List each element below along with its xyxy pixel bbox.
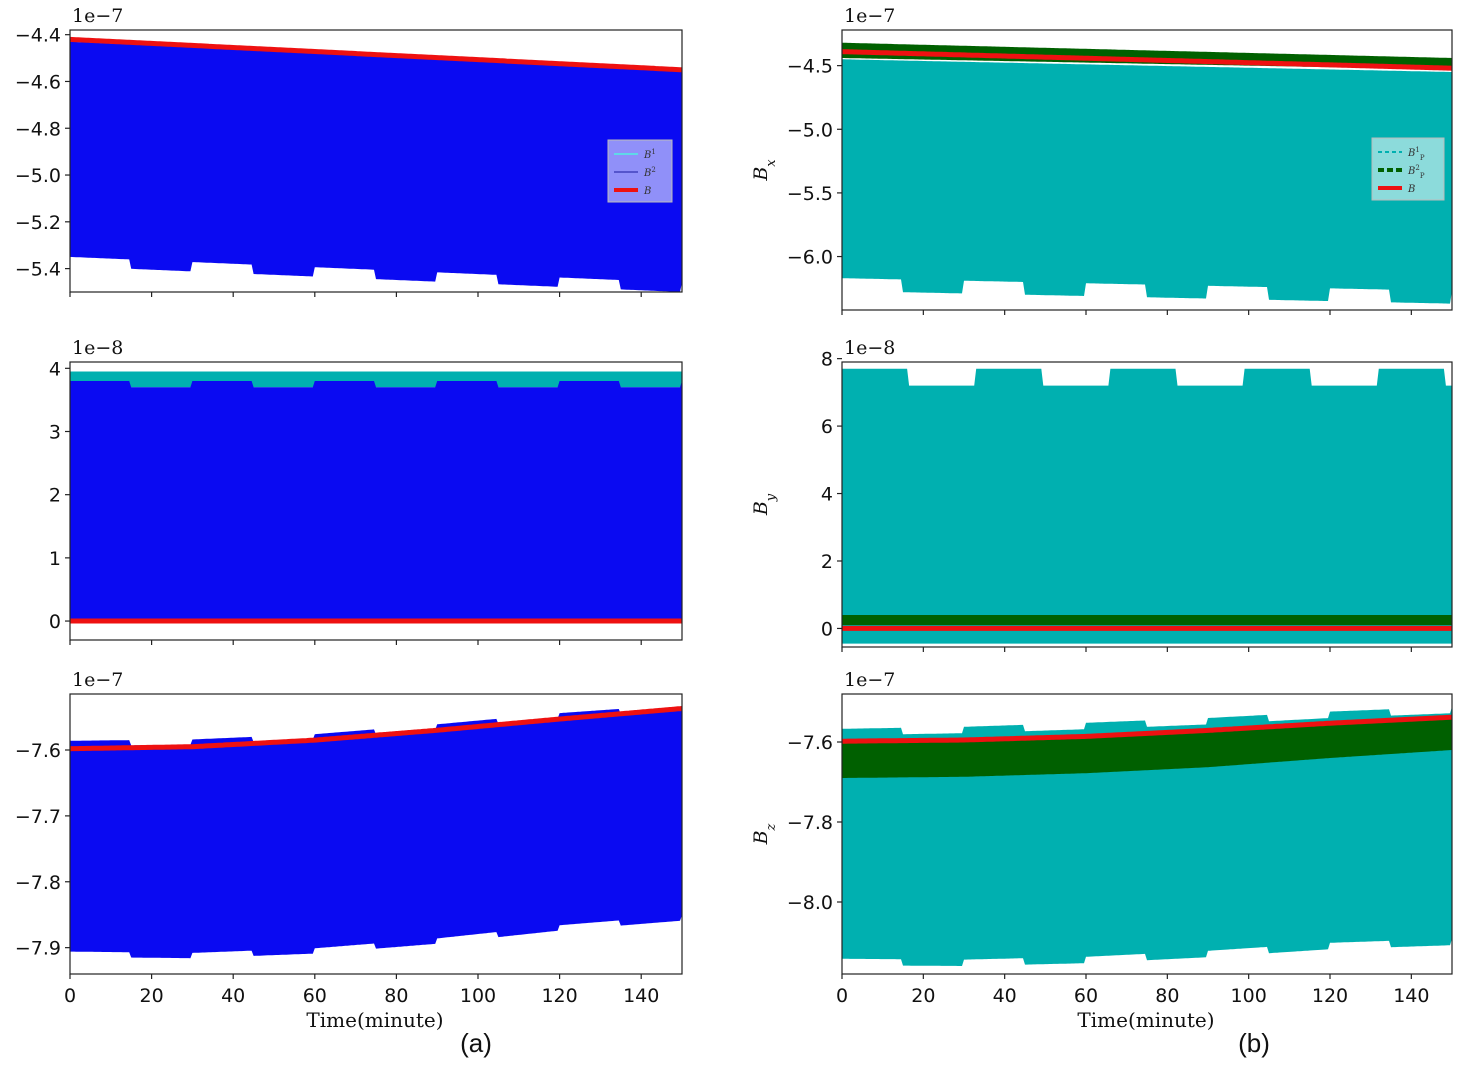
y-tick-label: 6 [821, 416, 833, 438]
legend-label: B [643, 186, 651, 197]
x-axis-label-a: Time(minute) [306, 1008, 443, 1032]
plot-area [70, 704, 682, 959]
series-band-b-2-band [70, 41, 682, 292]
series-band-b-1-p-band [842, 368, 1452, 629]
axes-frame [69, 29, 683, 293]
x-tick-label: 0 [836, 985, 848, 1007]
x-tick-label: 140 [623, 985, 659, 1007]
x-tick-label: 40 [993, 985, 1017, 1007]
y-multiplier-label: 1e−7 [72, 669, 123, 691]
legend-label: B [1407, 184, 1415, 195]
plot-area [842, 706, 1452, 966]
chart-panel-b-bot: −7.6 −7.8 −8.0 0 20 40 60 80 100 120 140 1e−7 Bz [750, 669, 1453, 1007]
y-tick-label: −5.0 [15, 165, 61, 187]
legend: B1 B2 B [607, 139, 673, 203]
x-tick-label: 120 [1312, 985, 1348, 1007]
y-tick-label: 2 [821, 551, 833, 573]
y-tick-label: 3 [49, 422, 61, 444]
y-tick-label: −6.0 [787, 247, 833, 269]
legend-label: B1 [643, 148, 656, 161]
x-tick-label: 100 [460, 985, 496, 1007]
y-tick-label: −8.0 [787, 892, 833, 914]
x-tick-label: 20 [140, 985, 164, 1007]
x-tick-label: 80 [384, 985, 408, 1007]
axes-frame [841, 361, 1453, 648]
series-band-b-1-p-lower-pulses [842, 630, 1452, 644]
y-tick-label: −5.4 [15, 259, 61, 281]
x-tick-label: 40 [221, 985, 245, 1007]
plot-area [842, 42, 1452, 304]
y-axis-label: Bz [750, 823, 779, 845]
y-tick-label: −5.5 [787, 183, 833, 205]
y-tick-label: 2 [49, 485, 61, 507]
y-tick-label: 0 [49, 611, 61, 633]
y-tick-label: −7.8 [15, 872, 61, 894]
axes-frame [841, 29, 1453, 311]
y-multiplier-label: 1e−8 [72, 337, 123, 359]
y-multiplier-label: 1e−7 [844, 5, 895, 27]
y-tick-label: −4.8 [15, 118, 61, 140]
y-multiplier-label: 1e−7 [72, 5, 123, 27]
panel-label-b: (b) [1238, 1028, 1270, 1058]
y-tick-label: −7.6 [15, 740, 61, 762]
series-line-b [842, 714, 1452, 744]
series-band-b-2-p-band [842, 718, 1452, 778]
axes-frame [69, 693, 683, 975]
panel-label-a: (a) [460, 1028, 492, 1058]
legend-label: B2P [1407, 164, 1425, 180]
y-tick-label: −4.5 [787, 56, 833, 78]
y-tick-label: 8 [821, 349, 833, 371]
axes-frame [69, 361, 683, 641]
y-multiplier-label: 1e−7 [844, 669, 895, 691]
x-tick-label: 100 [1231, 985, 1267, 1007]
chart-panel-a-top: −4.4 −4.6 −4.8 −5.0 −5.2 −5.4 1e−7 B1 B2 B [15, 5, 683, 297]
y-tick-label: 0 [821, 618, 833, 640]
legend-label: B2 [643, 166, 656, 179]
plot-area [70, 371, 682, 624]
y-tick-label: 1 [49, 548, 61, 570]
y-axis-label: Bx [750, 159, 779, 182]
x-tick-label: 60 [1074, 985, 1098, 1007]
y-tick-label: −4.6 [15, 71, 61, 93]
series-band-b-2-band [70, 704, 682, 959]
y-tick-label: −5.2 [15, 212, 61, 234]
y-tick-label: −7.8 [787, 812, 833, 834]
x-tick-label: 0 [64, 985, 76, 1007]
x-tick-label: 60 [303, 985, 327, 1007]
series-band-b-2-band [70, 381, 682, 621]
x-tick-label: 120 [541, 985, 577, 1007]
y-tick-label: 4 [49, 358, 61, 380]
y-tick-label: −7.7 [15, 806, 61, 828]
x-tick-label: 20 [911, 985, 935, 1007]
legend-label: B1P [1407, 146, 1425, 162]
chart-panel-a-bot: −7.6 −7.7 −7.8 −7.9 0 20 40 60 80 100 120 140 1e−7 [15, 669, 683, 1007]
y-multiplier-label: 1e−8 [844, 337, 895, 359]
x-tick-label: 80 [1155, 985, 1179, 1007]
series-band-b-1-p-band [842, 59, 1452, 304]
series-line-b [70, 36, 682, 73]
plot-area [70, 36, 682, 292]
y-tick-label: −4.4 [15, 25, 61, 47]
series-line-b [70, 706, 682, 752]
y-tick-label: −5.0 [787, 119, 833, 141]
plot-area [842, 368, 1452, 644]
y-axis-label: By [750, 493, 779, 516]
chart-panel-b-top: −4.5 −5.0 −5.5 −6.0 1e−7 Bx B1P B2P B [750, 5, 1453, 315]
y-tick-label: −7.9 [15, 938, 61, 960]
series-line-b [842, 49, 1452, 71]
x-axis-label-b: Time(minute) [1077, 1008, 1214, 1032]
x-tick-label: 140 [1393, 985, 1429, 1007]
legend: B1P B2P B [1371, 137, 1445, 201]
y-tick-label: 4 [821, 484, 833, 506]
axes-frame [841, 693, 1453, 975]
chart-panel-a-mid: 0 1 2 3 4 1e−8 [49, 337, 683, 645]
series-band-b-2-p-pulses [842, 615, 1452, 626]
y-tick-label: −7.6 [787, 732, 833, 754]
chart-panel-b-mid: 0 2 4 6 8 1e−8 By [750, 337, 1453, 652]
